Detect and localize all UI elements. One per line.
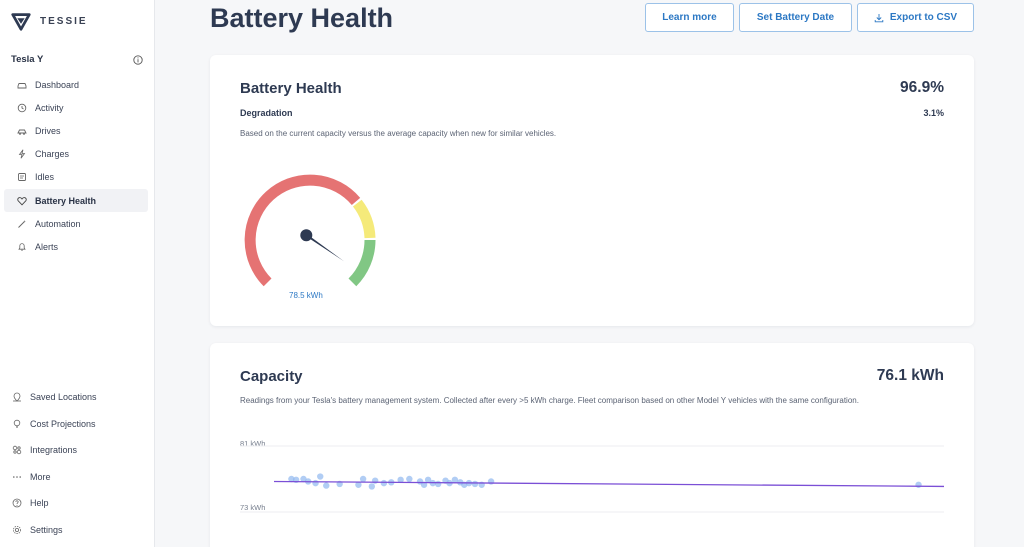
set-battery-date-button[interactable]: Set Battery Date [739, 3, 852, 32]
capacity-card: Capacity 76.1 kWh Readings from your Tes… [210, 343, 974, 547]
sidebar-item-cost-projections[interactable]: Cost Projections [4, 411, 148, 438]
battery-health-card: Battery Health 96.9% Degradation 3.1% Ba… [210, 55, 974, 326]
degradation-label: Degradation [240, 108, 293, 118]
help-icon [12, 498, 22, 508]
capacity-value: 76.1 kWh [876, 367, 944, 384]
export-csv-label: Export to CSV [889, 12, 958, 23]
sidebar-item-label: Integrations [30, 445, 78, 456]
vehicle-name[interactable]: Tesla Y [11, 54, 44, 65]
sidebar-item-label: Settings [30, 524, 63, 535]
gauge-arc-yellow [352, 199, 376, 239]
sidebar-item-saved-locations[interactable]: Saved Locations [4, 384, 148, 411]
capacity-plot [240, 445, 944, 513]
sidebar-item-battery-health[interactable]: Battery Health [4, 188, 148, 213]
history-icon [17, 103, 27, 113]
heart-battery-icon [17, 196, 27, 205]
set-battery-date-label: Set Battery Date [756, 12, 835, 23]
sidebar-item-activity[interactable]: Activity [4, 96, 148, 119]
data-point [323, 482, 330, 489]
idle-icon [18, 173, 26, 182]
data-point [434, 480, 442, 488]
battery-health-description: Based on the current capacity versus the… [240, 129, 557, 138]
data-point [397, 476, 404, 484]
lightbulb-icon [13, 419, 21, 428]
settings-icon [13, 525, 21, 534]
y-tick-label: 73 kWh [240, 503, 266, 512]
sidebar-item-integrations[interactable]: Integrations [4, 437, 148, 464]
sidebar-item-settings[interactable]: Settings [4, 517, 148, 544]
battery-health-gauge [244, 174, 376, 287]
sidebar-item-label: Cost Projections [30, 418, 96, 429]
sidebar-item-label: Battery Health [35, 195, 97, 206]
sidebar-item-label: Automation [35, 218, 81, 229]
sidebar-item-label: Alerts [35, 241, 59, 252]
lightning-icon [18, 149, 26, 159]
export-csv-button[interactable]: Export to CSV [857, 3, 974, 32]
sidebar-item-label: Saved Locations [30, 392, 97, 403]
capacity-description: Readings from your Tesla's battery manag… [240, 396, 859, 405]
data-point [312, 479, 319, 487]
gauge-arc-green [348, 239, 376, 287]
data-point [451, 476, 459, 484]
battery-health-value: 96.9% [900, 79, 944, 96]
capacity-title: Capacity [240, 368, 303, 385]
bell-icon [18, 243, 26, 251]
sidebar-item-drives[interactable]: Drives [4, 119, 148, 142]
gauge-needle [303, 234, 344, 262]
page-title: Battery Health [210, 3, 394, 33]
sidebar-item-charges[interactable]: Charges [4, 143, 148, 166]
sidebar-item-automation[interactable]: Automation [4, 212, 148, 235]
more-icon [13, 475, 21, 478]
learn-more-label: Learn more [662, 12, 717, 23]
degradation-value: 3.1% [923, 108, 944, 118]
sidebar-item-label: Activity [35, 102, 64, 113]
sidebar-item-label: Idles [35, 172, 55, 183]
sidebar-item-help[interactable]: Help [4, 490, 148, 517]
sidebar-item-label: Dashboard [35, 79, 80, 90]
wand-icon [18, 219, 26, 228]
y-tick-label: 81 kWh [240, 439, 266, 448]
download-icon [874, 13, 884, 22]
data-point [317, 473, 324, 480]
info-icon[interactable] [133, 54, 143, 65]
tessie-logo-icon [11, 13, 31, 31]
data-point [368, 483, 376, 490]
learn-more-button[interactable]: Learn more [645, 3, 734, 32]
data-point [355, 481, 362, 488]
sidebar-item-alerts[interactable]: Alerts [4, 235, 148, 258]
sidebar-item-label: Charges [35, 149, 70, 160]
sidebar-item-dashboard[interactable]: Dashboard [4, 73, 148, 96]
sidebar-item-more[interactable]: More [4, 464, 148, 491]
data-point [359, 475, 367, 483]
data-point [915, 481, 922, 488]
trend-line [273, 480, 944, 488]
data-point [300, 475, 307, 483]
data-point [471, 480, 479, 488]
data-point [424, 476, 432, 484]
gauge-arc-red [244, 174, 361, 287]
sidebar-item-label: Help [30, 498, 49, 509]
gauge-needle-hub [300, 229, 313, 242]
capacity-chart: 81 kWh 73 kWh [240, 439, 944, 529]
locations-icon [13, 392, 21, 402]
sidebar-bottom-nav: Saved Locations Cost Projections Integra… [4, 384, 148, 543]
sidebar-nav: Dashboard Activity Drives Charges Idles … [4, 73, 148, 259]
integrations-icon [12, 446, 22, 455]
battery-health-title: Battery Health [240, 80, 342, 97]
car-icon [17, 82, 27, 89]
brand-name: TESSIE [40, 15, 88, 27]
data-point [406, 475, 413, 483]
sidebar-item-label: Drives [35, 125, 61, 136]
drives-icon [17, 129, 27, 135]
brand[interactable]: TESSIE [10, 10, 88, 32]
sidebar-item-idles[interactable]: Idles [4, 166, 148, 189]
sidebar-item-label: More [30, 471, 51, 482]
sidebar: TESSIE Tesla Y Dashboard Activity Drives… [0, 0, 155, 547]
data-point [380, 479, 388, 487]
data-point [371, 477, 379, 484]
vehicle-header: Tesla Y [11, 54, 143, 65]
gauge-capacity-label: 78.5 kWh [289, 291, 323, 300]
